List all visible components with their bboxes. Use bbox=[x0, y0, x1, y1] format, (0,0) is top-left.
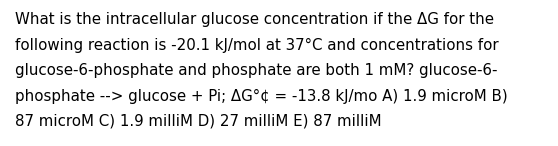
Text: phosphate --> glucose + Pi; ΔG°¢ = -13.8 kJ/mo A) 1.9 microM B): phosphate --> glucose + Pi; ΔG°¢ = -13.8… bbox=[15, 88, 508, 104]
Text: What is the intracellular glucose concentration if the ΔG for the: What is the intracellular glucose concen… bbox=[15, 12, 494, 27]
Text: glucose-6-phosphate and phosphate are both 1 mM? glucose-6-: glucose-6-phosphate and phosphate are bo… bbox=[15, 63, 498, 78]
Text: following reaction is -20.1 kJ/mol at 37°C and concentrations for: following reaction is -20.1 kJ/mol at 37… bbox=[15, 38, 499, 53]
Text: 87 microM C) 1.9 milliM D) 27 milliM E) 87 milliM: 87 microM C) 1.9 milliM D) 27 milliM E) … bbox=[15, 114, 382, 129]
